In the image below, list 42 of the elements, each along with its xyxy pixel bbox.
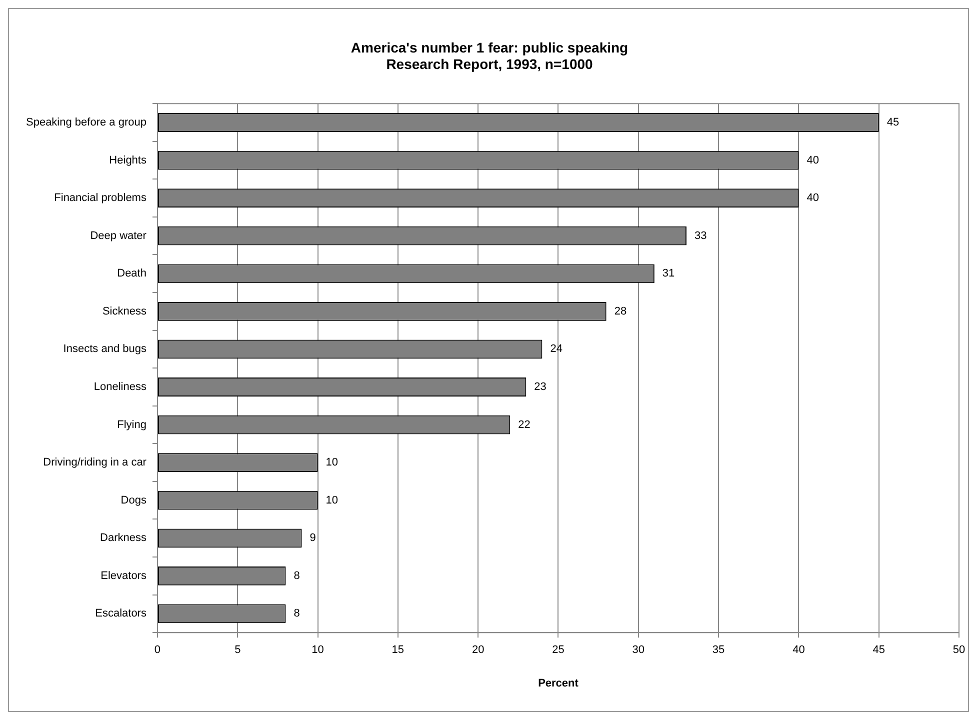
data-label: 33 bbox=[694, 230, 707, 242]
data-label: 31 bbox=[662, 268, 675, 280]
data-label: 10 bbox=[326, 456, 338, 469]
x-axis-title: Percent bbox=[538, 677, 579, 690]
y-tick-label: Darkness bbox=[100, 532, 147, 544]
y-tick-label: Deep water bbox=[90, 230, 147, 242]
y-tick-label: Financial problems bbox=[54, 192, 147, 204]
y-tick-label: Speaking before a group bbox=[26, 116, 146, 129]
data-label: 28 bbox=[614, 305, 627, 318]
x-tick-label: 0 bbox=[154, 644, 161, 656]
x-tick-label: 15 bbox=[392, 644, 404, 656]
y-tick-label: Insects and bugs bbox=[63, 343, 147, 356]
x-tick-label: 45 bbox=[872, 644, 885, 656]
chart-subtitle: Research Report, 1993, n=1000 bbox=[386, 56, 594, 72]
y-tick-label: Elevators bbox=[100, 570, 147, 582]
data-label: 40 bbox=[806, 154, 819, 166]
data-label: 24 bbox=[550, 343, 562, 356]
data-label: 10 bbox=[326, 494, 338, 506]
y-tick-label: Dogs bbox=[120, 494, 147, 506]
data-label: 8 bbox=[294, 570, 300, 582]
y-tick-label: Escalators bbox=[95, 608, 147, 620]
data-label: 8 bbox=[294, 608, 300, 620]
data-label: 9 bbox=[310, 532, 316, 544]
data-label: 45 bbox=[886, 116, 900, 129]
x-tick-label: 25 bbox=[552, 644, 564, 656]
y-tick-label: Flying bbox=[117, 418, 146, 431]
y-tick-label: Sickness bbox=[102, 305, 147, 318]
y-tick-label: Heights bbox=[109, 154, 147, 166]
x-tick-label: 35 bbox=[712, 644, 725, 656]
y-tick-label: Loneliness bbox=[94, 381, 147, 394]
x-tick-label: 50 bbox=[952, 644, 966, 656]
y-tick-label: Death bbox=[117, 268, 146, 280]
chart-title: America's number 1 fear: public speaking bbox=[350, 39, 628, 56]
x-tick-label: 40 bbox=[792, 644, 805, 656]
x-tick-label: 5 bbox=[234, 644, 241, 656]
data-label: 23 bbox=[534, 381, 546, 394]
x-tick-label: 30 bbox=[632, 644, 645, 656]
x-tick-label: 10 bbox=[312, 644, 324, 656]
x-tick-label: 20 bbox=[472, 644, 484, 656]
data-label: 22 bbox=[518, 418, 530, 431]
y-tick-label: Driving/riding in a car bbox=[43, 456, 147, 469]
data-label: 40 bbox=[806, 192, 819, 204]
